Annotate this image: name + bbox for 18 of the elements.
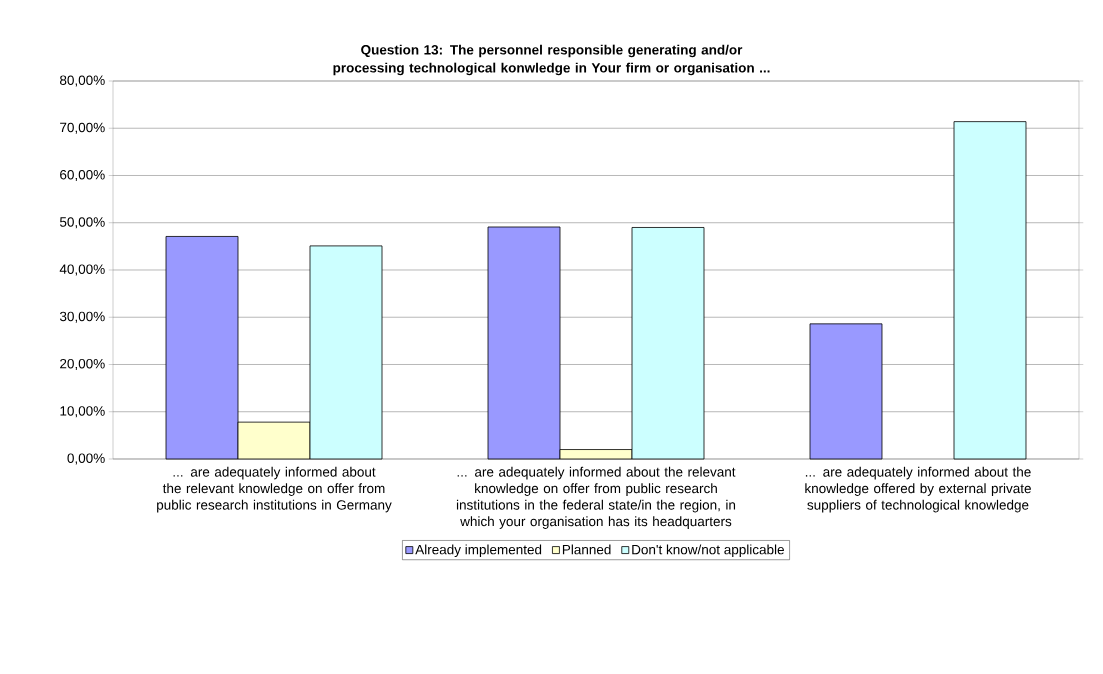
legend-label: Don't know/not applicable <box>632 544 784 558</box>
y-tick-label: 10,00% <box>60 406 105 418</box>
y-tick-label: 70,00% <box>60 122 105 134</box>
y-tick-label: 50,00% <box>59 217 105 229</box>
x-tick-label: ... are adequately informed about the relevant knowledge on offer from public research institutions in the federal state/in the region, in which your organisation has its headquarters <box>456 466 736 529</box>
bar <box>809 323 883 460</box>
legend-label: Already implemented <box>415 544 542 558</box>
bar <box>953 121 1027 460</box>
y-tick-label: 60,00% <box>60 169 105 182</box>
legend-label: Planned <box>562 544 611 555</box>
y-tick-label: 20,00% <box>60 358 105 371</box>
y-tick-label: 30,00% <box>59 311 105 323</box>
y-tick-label: 0,00% <box>67 453 105 465</box>
y-tick-label: 80,00% <box>60 75 105 87</box>
x-tick-label: ... are adequately informed about the relevant knowledge on offer from public research institutions in Germany <box>157 466 392 513</box>
x-tick-label: ... are adequately informed about the knowledge offered by external private suppliers of technological knowledge <box>805 466 1031 513</box>
y-tick-label: 40,00% <box>59 264 105 276</box>
chart-title: Question 13: The personnel responsible generating and/or processing technological konwledge in Your firm or organisation ... <box>333 44 770 76</box>
